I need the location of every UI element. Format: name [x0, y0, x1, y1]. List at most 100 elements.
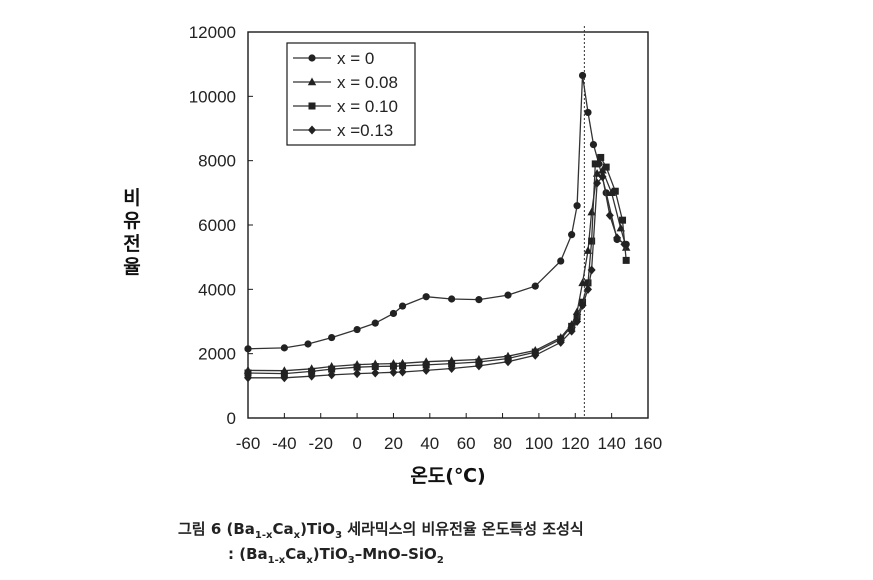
data-point	[448, 295, 456, 303]
data-point	[573, 313, 581, 321]
data-point	[531, 350, 540, 360]
series-diamond	[244, 172, 629, 383]
data-point	[280, 373, 289, 383]
data-point	[474, 361, 483, 371]
data-point	[567, 326, 576, 336]
series-layer	[243, 71, 631, 383]
data-point	[244, 345, 252, 353]
data-point	[589, 140, 598, 149]
data-point	[587, 265, 596, 275]
legend-swatch-marker	[307, 77, 317, 86]
legend: x = 0 x = 0.08 x = 0.10 x =0.13	[286, 42, 416, 146]
x-tick-label: 80	[493, 434, 512, 453]
series-triangle	[243, 165, 631, 374]
legend-entry: x = 0.10	[337, 97, 398, 116]
data-point	[308, 367, 316, 375]
data-point	[328, 333, 336, 342]
y-tick-label: 6000	[198, 216, 236, 235]
y-tick-label: 12000	[189, 23, 236, 42]
y-tick-label: 8000	[198, 152, 236, 171]
data-point	[578, 300, 587, 310]
data-point	[584, 284, 592, 294]
y-axis-label-char: 비	[123, 187, 140, 209]
data-point	[613, 233, 622, 243]
data-point	[504, 291, 512, 299]
data-point	[598, 172, 607, 182]
dielectric-chart: x = 0 x = 0.08 x = 0.10 x =0.13 0 2000 4000 60…	[123, 23, 662, 487]
data-point	[422, 293, 430, 301]
data-point	[572, 307, 582, 316]
data-point	[353, 325, 361, 334]
data-point	[353, 363, 361, 371]
series-square	[244, 153, 630, 378]
y-tick-label: 2000	[198, 345, 236, 364]
series-line	[248, 175, 625, 379]
caption-figure-number: 그림 6	[178, 520, 222, 538]
data-point	[557, 257, 565, 265]
data-point	[578, 71, 587, 80]
data-point	[389, 309, 398, 318]
legend-box	[286, 42, 416, 146]
data-point	[447, 363, 456, 373]
y-tick-label: 4000	[198, 280, 236, 299]
y-axis-label-char: 율	[123, 256, 140, 278]
data-point	[621, 243, 631, 251]
series-circle	[244, 71, 630, 353]
data-point	[584, 279, 592, 287]
data-point	[587, 207, 596, 216]
x-axis-label: 온도(℃)	[410, 465, 485, 487]
data-point	[611, 187, 619, 195]
data-point	[398, 367, 407, 377]
x-tick-label: 40	[420, 434, 439, 453]
data-point	[398, 302, 407, 310]
y-axis-label-char: 전	[123, 233, 140, 255]
x-tick-label: 140	[597, 434, 625, 453]
labels-layer: 0 2000 4000 6000 8000 10000 12000 -60 -40 -20 0 20 4…	[123, 23, 662, 487]
legend-swatch-marker	[308, 102, 316, 110]
data-point	[244, 369, 252, 377]
data-point	[620, 239, 629, 249]
data-point	[602, 163, 610, 171]
data-point	[619, 216, 627, 224]
data-point	[573, 202, 581, 210]
data-point	[371, 363, 379, 371]
data-point	[328, 365, 336, 373]
series-line	[247, 169, 627, 372]
data-point	[504, 357, 512, 367]
data-point	[475, 296, 483, 304]
data-point	[371, 319, 379, 327]
x-tick-label: 160	[634, 434, 662, 453]
x-tick-label: -20	[308, 434, 333, 453]
data-point	[307, 371, 316, 381]
caption-formula: (Ba1-xCax)TiO3	[226, 520, 343, 541]
data-point	[327, 370, 336, 380]
x-tick-label: 0	[352, 434, 361, 453]
x-tick-label: 120	[561, 434, 589, 453]
legend-entry: x = 0.08	[337, 73, 398, 92]
figure-caption-line2: : (Ba1-xCax)TiO3–MnO–SiO2	[228, 545, 444, 566]
series-line	[247, 156, 627, 375]
data-point	[605, 210, 614, 220]
data-point	[556, 337, 565, 347]
figure-caption-line1: 그림 6 (Ba1-xCax)TiO3 세라믹스의 비유전율 온도특성 조성식	[178, 518, 584, 541]
y-axis-label-char: 유	[123, 210, 140, 232]
data-point	[593, 178, 602, 188]
x-tick-label: 20	[384, 434, 403, 453]
legend-swatch-marker	[308, 125, 316, 135]
data-point	[568, 231, 576, 239]
legend-entry: x = 0	[337, 49, 374, 68]
data-point	[568, 322, 576, 330]
data-point	[422, 365, 431, 375]
data-point	[304, 340, 312, 348]
x-tick-label: 60	[457, 434, 476, 453]
data-point	[573, 317, 582, 326]
x-tick-label: -40	[272, 434, 297, 453]
data-point	[389, 362, 397, 370]
data-point	[584, 108, 592, 117]
data-point	[244, 373, 252, 383]
data-point	[422, 361, 430, 369]
data-point	[389, 367, 398, 377]
data-point	[531, 282, 539, 290]
